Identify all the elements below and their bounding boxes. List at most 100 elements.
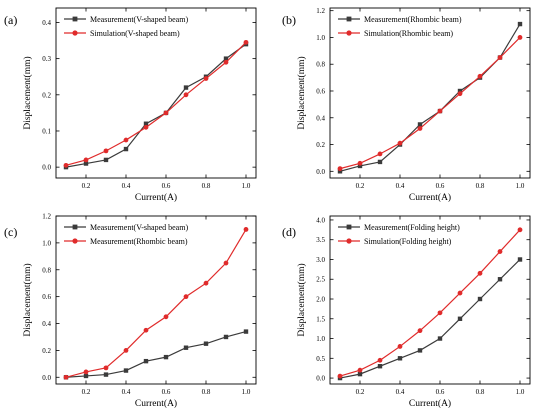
data-point: [83, 157, 89, 163]
plot-frame: [55, 7, 257, 179]
x-tick-label: 0.4: [122, 182, 131, 190]
data-point: [183, 85, 189, 90]
data-point: [457, 88, 463, 94]
x-tick-label: 0.4: [396, 182, 405, 190]
data-point: [517, 21, 523, 27]
y-axis-title: Displacement(mm): [296, 263, 307, 336]
legend-label: Measurement(V-shaped beam): [90, 223, 188, 232]
legend-marker: [346, 238, 352, 244]
data-point: [377, 159, 383, 165]
data-point: [163, 110, 169, 116]
data-point: [357, 160, 363, 166]
data-point: [417, 348, 423, 353]
data-point: [457, 290, 463, 296]
data-point: [457, 91, 463, 97]
legend-label: Simulation(V-shaped beam): [90, 29, 180, 38]
y-tick-label: 0.8: [316, 61, 325, 69]
x-axis-title: Current(A): [135, 398, 177, 409]
y-tick-label: 1.0: [316, 335, 325, 343]
x-tick-label: 1.0: [516, 388, 525, 396]
y-axis-title: Displacement(mm): [22, 263, 33, 336]
data-point: [357, 371, 363, 377]
data-point: [357, 367, 363, 373]
y-tick-label: 1.2: [316, 7, 325, 15]
x-tick-label: 0.2: [82, 388, 91, 396]
y-tick-label: 0.3: [42, 55, 51, 63]
data-point: [203, 280, 209, 286]
data-point: [103, 372, 109, 377]
x-tick-label: 0.4: [122, 388, 131, 396]
x-tick-label: 1.0: [242, 182, 251, 190]
data-point: [83, 373, 89, 379]
data-point: [183, 92, 189, 98]
data-point: [183, 345, 189, 350]
x-axis-title: Current(A): [135, 192, 177, 203]
legend-marker: [72, 30, 78, 36]
data-point: [123, 146, 129, 152]
data-point: [103, 157, 109, 163]
data-point: [437, 336, 443, 341]
panel-label: (d): [282, 225, 296, 239]
series-line-0: [339, 23, 521, 172]
data-point: [397, 140, 403, 146]
data-point: [397, 356, 403, 361]
data-point: [123, 348, 129, 353]
data-point: [377, 357, 383, 363]
x-tick-label: 1.0: [516, 182, 525, 190]
y-tick-label: 2.5: [316, 276, 325, 284]
y-tick-label: 1.2: [42, 213, 51, 221]
data-point: [83, 161, 89, 166]
data-point: [377, 364, 383, 369]
legend-marker: [346, 16, 352, 22]
data-point: [143, 358, 149, 364]
data-point: [83, 369, 89, 375]
x-tick-label: 0.6: [436, 182, 445, 190]
x-tick-label: 0.6: [162, 182, 171, 190]
data-point: [143, 121, 149, 126]
legend-marker: [72, 224, 78, 230]
series-line-1: [65, 229, 247, 378]
data-point: [337, 166, 343, 172]
data-point: [103, 365, 109, 371]
y-tick-label: 3.5: [316, 236, 325, 244]
y-tick-label: 1.5: [316, 315, 325, 323]
data-point: [163, 314, 169, 320]
y-axis-title: Displacement(mm): [296, 56, 307, 129]
x-axis-title: Current(A): [409, 398, 451, 409]
data-point: [357, 163, 363, 169]
chart-panel-a: (a) 0.2 0.4 0.6 0.8 1.0 0.0 0.1 0.2 0.3 0.4 Current…: [4, 7, 257, 203]
legend-label: Measurement(Rhombic beam): [90, 237, 188, 246]
data-point: [457, 316, 463, 321]
legend-label: Measurement(Folding height): [364, 223, 460, 232]
data-point: [223, 56, 229, 61]
y-tick-label: 0.5: [316, 355, 325, 363]
legend-label: Simulation(Rhombic beam): [364, 29, 453, 38]
data-point: [417, 126, 423, 131]
plot-frame: [55, 215, 257, 385]
series-line-1: [339, 229, 521, 377]
panel-label: (c): [4, 225, 17, 239]
x-tick-label: 0.8: [202, 182, 211, 190]
legend-marker: [72, 238, 78, 244]
data-point: [377, 151, 383, 157]
x-tick-label: 0.2: [356, 182, 365, 190]
series-line-1: [339, 37, 521, 170]
data-point: [337, 373, 343, 379]
series-line-0: [65, 331, 247, 378]
data-point: [223, 334, 229, 340]
legend-label: Measurement(V-shaped beam): [90, 15, 188, 24]
data-point: [203, 341, 209, 346]
y-tick-label: 0.2: [42, 347, 51, 355]
y-tick-label: 0.0: [42, 164, 51, 172]
data-point: [63, 162, 69, 168]
x-tick-label: 0.6: [436, 388, 445, 396]
data-point: [183, 294, 189, 300]
y-tick-label: 2.0: [316, 296, 325, 304]
legend-marker: [72, 16, 78, 22]
data-point: [223, 59, 229, 65]
data-point: [243, 329, 249, 334]
data-point: [243, 39, 249, 45]
data-point: [517, 227, 523, 233]
plot-frame: [329, 215, 531, 385]
x-tick-label: 1.0: [242, 388, 251, 396]
